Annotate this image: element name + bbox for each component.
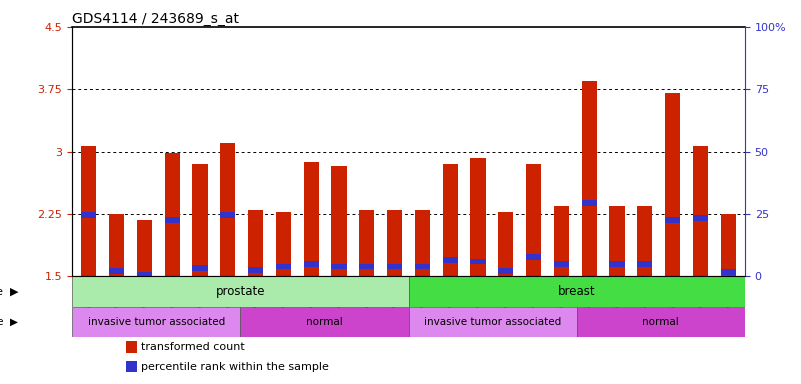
Bar (137, 220, 152, 276)
Text: tissue  ▶: tissue ▶ (0, 287, 18, 297)
Bar (409, 276, 745, 307)
Text: disease state  ▶: disease state ▶ (0, 317, 18, 327)
Bar (387, 210, 402, 276)
Text: percentile rank within the sample: percentile rank within the sample (141, 362, 328, 372)
Bar (387, 263, 402, 270)
Bar (304, 261, 319, 267)
Bar (72, 307, 240, 338)
Bar (304, 162, 319, 276)
Text: GDS4114 / 243689_s_at: GDS4114 / 243689_s_at (72, 12, 239, 26)
Bar (470, 258, 485, 265)
Bar (109, 214, 124, 276)
Text: invasive tumor associated: invasive tumor associated (424, 317, 562, 327)
Bar (192, 164, 207, 276)
Bar (409, 307, 577, 338)
Bar (248, 267, 264, 273)
Bar (126, 341, 137, 353)
Bar (553, 261, 569, 267)
Bar (415, 263, 430, 270)
Bar (240, 307, 409, 338)
Bar (164, 217, 180, 223)
Bar (498, 212, 513, 276)
Bar (693, 146, 708, 276)
Bar (582, 81, 597, 276)
Bar (81, 146, 96, 276)
Bar (470, 157, 485, 276)
Text: breast: breast (558, 285, 595, 298)
Bar (126, 361, 137, 372)
Bar (276, 212, 291, 276)
Bar (610, 261, 625, 267)
Bar (248, 210, 264, 276)
Text: prostate: prostate (215, 285, 265, 298)
Bar (359, 263, 374, 270)
Bar (637, 261, 653, 267)
Bar (81, 212, 96, 218)
Bar (443, 257, 458, 263)
Text: normal: normal (642, 317, 679, 327)
Bar (665, 93, 680, 276)
Bar (164, 153, 180, 276)
Text: invasive tumor associated: invasive tumor associated (87, 317, 225, 327)
Text: transformed count: transformed count (141, 342, 244, 352)
Bar (220, 212, 235, 218)
Bar (553, 206, 569, 276)
Bar (276, 263, 291, 270)
Bar (721, 270, 736, 275)
Bar (577, 307, 745, 338)
Text: normal: normal (306, 317, 343, 327)
Bar (220, 143, 235, 276)
Bar (526, 255, 541, 260)
Bar (610, 206, 625, 276)
Bar (526, 164, 541, 276)
Bar (137, 272, 152, 278)
Bar (415, 210, 430, 276)
Bar (498, 268, 513, 273)
Bar (582, 200, 597, 206)
Bar (693, 215, 708, 221)
Bar (72, 276, 409, 307)
Bar (443, 164, 458, 276)
Bar (359, 210, 374, 276)
Bar (637, 206, 653, 276)
Bar (665, 217, 680, 223)
Bar (192, 265, 207, 271)
Bar (109, 268, 124, 273)
Bar (332, 263, 347, 270)
Bar (332, 166, 347, 276)
Bar (721, 214, 736, 276)
